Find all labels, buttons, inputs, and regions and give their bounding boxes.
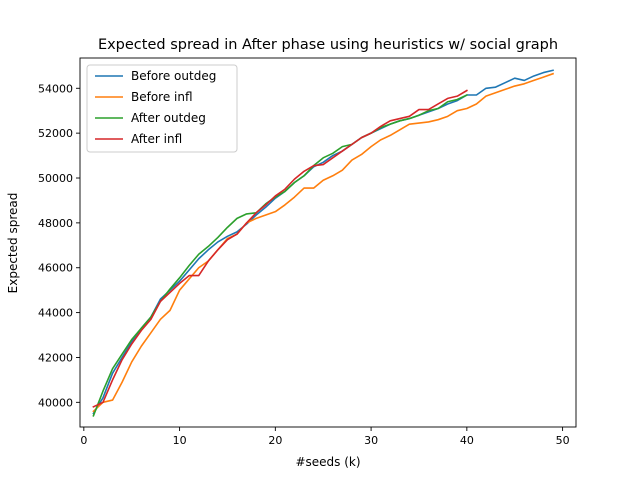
y-tick-label: 42000 bbox=[38, 351, 73, 364]
x-tick-label: 10 bbox=[173, 434, 187, 447]
legend-box bbox=[86, 64, 238, 153]
y-axis-label: Expected spread bbox=[6, 193, 20, 294]
legend: Before outdeg Before infl After outdeg Afte… bbox=[86, 64, 238, 153]
x-tick-label: 50 bbox=[556, 434, 570, 447]
x-tick-label: 30 bbox=[364, 434, 378, 447]
legend-label: Before outdeg bbox=[131, 69, 216, 83]
x-tick-label: 0 bbox=[80, 434, 87, 447]
plot-lines bbox=[92, 69, 555, 417]
series-line-1 bbox=[92, 72, 555, 413]
legend-label: After infl bbox=[131, 132, 182, 146]
chart-title: Expected spread in After phase using heu… bbox=[98, 37, 558, 53]
x-axis-label: #seeds (k) bbox=[295, 455, 360, 469]
legend-label: Before infl bbox=[131, 90, 193, 104]
x-tick-label: 40 bbox=[460, 434, 474, 447]
x-tick-label: 20 bbox=[268, 434, 282, 447]
series-line-3 bbox=[92, 89, 468, 408]
y-tick-label: 52000 bbox=[38, 127, 73, 140]
legend-label: After outdeg bbox=[131, 111, 206, 125]
y-tick-label: 44000 bbox=[38, 307, 73, 320]
y-tick-label: 50000 bbox=[38, 172, 73, 185]
x-axis-ticks: 0 10 20 30 40 50 bbox=[80, 427, 570, 447]
y-tick-label: 46000 bbox=[38, 262, 73, 275]
plot-frame bbox=[79, 57, 577, 428]
y-tick-label: 54000 bbox=[38, 82, 73, 95]
y-tick-label: 48000 bbox=[38, 217, 73, 230]
y-tick-label: 40000 bbox=[38, 396, 73, 409]
y-axis-ticks: 40000 42000 44000 46000 48000 50000 52000 54000 bbox=[38, 82, 80, 409]
